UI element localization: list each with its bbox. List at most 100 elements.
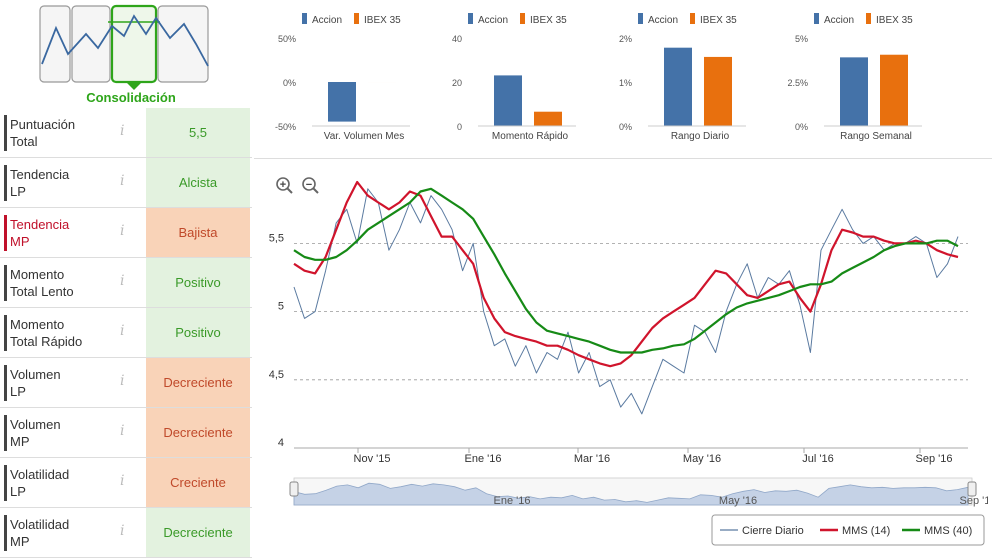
- info-icon[interactable]: i: [120, 473, 124, 489]
- zoom-out-icon[interactable]: [314, 189, 319, 194]
- indicator-value: Positivo: [146, 308, 250, 357]
- legend-swatch: [638, 13, 643, 24]
- x-tick-label: May '16: [683, 453, 721, 465]
- info-icon[interactable]: i: [120, 523, 124, 539]
- indicator-row: Puntuación Total i 5,5: [0, 108, 252, 158]
- legend-label[interactable]: MMS (40): [924, 525, 972, 537]
- legend-label[interactable]: IBEX 35: [876, 15, 913, 26]
- pattern-panel[interactable]: [40, 6, 70, 82]
- y-tick-label: 4: [278, 437, 284, 449]
- x-tick-label: Nov '15: [354, 453, 391, 465]
- mini-chart-title: Rango Semanal: [840, 131, 912, 142]
- row-accent-bar: [4, 515, 7, 551]
- x-tick-label: Jul '16: [802, 453, 833, 465]
- legend-swatch: [302, 13, 307, 24]
- y-tick-label: 20: [452, 78, 462, 88]
- row-accent-bar: [4, 365, 7, 401]
- mini-chart-title: Momento Rápido: [492, 131, 569, 142]
- info-icon[interactable]: i: [120, 173, 124, 189]
- legend-swatch: [690, 13, 695, 24]
- y-tick-label: 4,5: [269, 369, 284, 381]
- row-accent-bar: [4, 465, 7, 501]
- indicator-value: 5,5: [146, 108, 250, 157]
- legend-swatch: [468, 13, 473, 24]
- consolidation-selector[interactable]: Consolidación: [38, 4, 210, 108]
- bar-ibex: [880, 55, 908, 126]
- legend-label[interactable]: IBEX 35: [364, 15, 401, 26]
- pattern-panel[interactable]: [158, 6, 208, 82]
- legend-swatch: [866, 13, 871, 24]
- legend-label[interactable]: IBEX 35: [700, 15, 737, 26]
- y-tick-label: 0: [457, 122, 462, 132]
- y-tick-label: 5%: [795, 34, 808, 44]
- zoom-in-label[interactable]: +: [280, 179, 286, 191]
- top-divider: [254, 158, 992, 159]
- series-line: [294, 189, 958, 353]
- bar-accion: [328, 82, 356, 122]
- bar-accion: [840, 57, 868, 126]
- legend-label[interactable]: Accion: [648, 15, 678, 26]
- indicator-value: Positivo: [146, 258, 250, 307]
- bar-ibex: [704, 57, 732, 126]
- consolidation-pattern-graphic: [38, 4, 210, 94]
- indicator-value: Decreciente: [146, 508, 250, 557]
- y-tick-label: 2%: [619, 34, 632, 44]
- y-tick-label: -50%: [275, 122, 296, 132]
- x-tick-label: Sep '16: [916, 453, 953, 465]
- legend-label[interactable]: Accion: [478, 15, 508, 26]
- zoom-out-label[interactable]: −: [306, 179, 312, 191]
- info-icon[interactable]: i: [120, 123, 124, 139]
- row-accent-bar: [4, 415, 7, 451]
- legend-label[interactable]: IBEX 35: [530, 15, 567, 26]
- row-accent-bar: [4, 215, 7, 251]
- x-tick-label: Mar '16: [574, 453, 610, 465]
- active-panel-pointer: [126, 82, 142, 90]
- y-tick-label: 40: [452, 34, 462, 44]
- info-icon[interactable]: i: [120, 423, 124, 439]
- navigator-label: Ene '16: [494, 495, 531, 507]
- legend-label[interactable]: MMS (14): [842, 525, 890, 537]
- indicator-row: Momento Total Lento i Positivo: [0, 258, 252, 308]
- indicator-label: Volatilidad MP: [10, 516, 110, 550]
- legend-label[interactable]: Accion: [824, 15, 854, 26]
- legend-swatch: [814, 13, 819, 24]
- mini-chart-title: Var. Volumen Mes: [324, 131, 404, 142]
- navigator-handle-right[interactable]: [968, 482, 976, 496]
- info-icon[interactable]: i: [120, 223, 124, 239]
- consolidation-label: Consolidación: [34, 90, 228, 105]
- y-tick-label: 0%: [619, 122, 632, 132]
- navigator-label: Sep '16: [960, 495, 988, 507]
- indicator-label: Volatilidad LP: [10, 466, 110, 500]
- legend-swatch: [520, 13, 525, 24]
- legend-label[interactable]: Accion: [312, 15, 342, 26]
- zoom-in-icon[interactable]: [288, 189, 293, 194]
- indicator-row: Volatilidad MP i Decreciente: [0, 508, 252, 558]
- bar-accion: [664, 48, 692, 126]
- y-tick-label: 0%: [795, 122, 808, 132]
- y-tick-label: 1%: [619, 78, 632, 88]
- x-tick-label: Ene '16: [465, 453, 502, 465]
- row-accent-bar: [4, 315, 7, 351]
- navigator-handle-left[interactable]: [290, 482, 298, 496]
- mini-chart-title: Rango Diario: [671, 131, 730, 142]
- navigator-label: May '16: [719, 495, 757, 507]
- bar-accion: [494, 75, 522, 126]
- indicator-label: Puntuación Total: [10, 116, 110, 150]
- info-icon[interactable]: i: [120, 323, 124, 339]
- bar-ibex: [534, 112, 562, 126]
- y-tick-label: 0%: [283, 78, 296, 88]
- indicator-label: Volumen MP: [10, 416, 110, 450]
- indicator-label: Momento Total Lento: [10, 266, 110, 300]
- info-icon[interactable]: i: [120, 273, 124, 289]
- legend-label[interactable]: Cierre Diario: [742, 525, 804, 537]
- info-icon[interactable]: i: [120, 373, 124, 389]
- row-accent-bar: [4, 165, 7, 201]
